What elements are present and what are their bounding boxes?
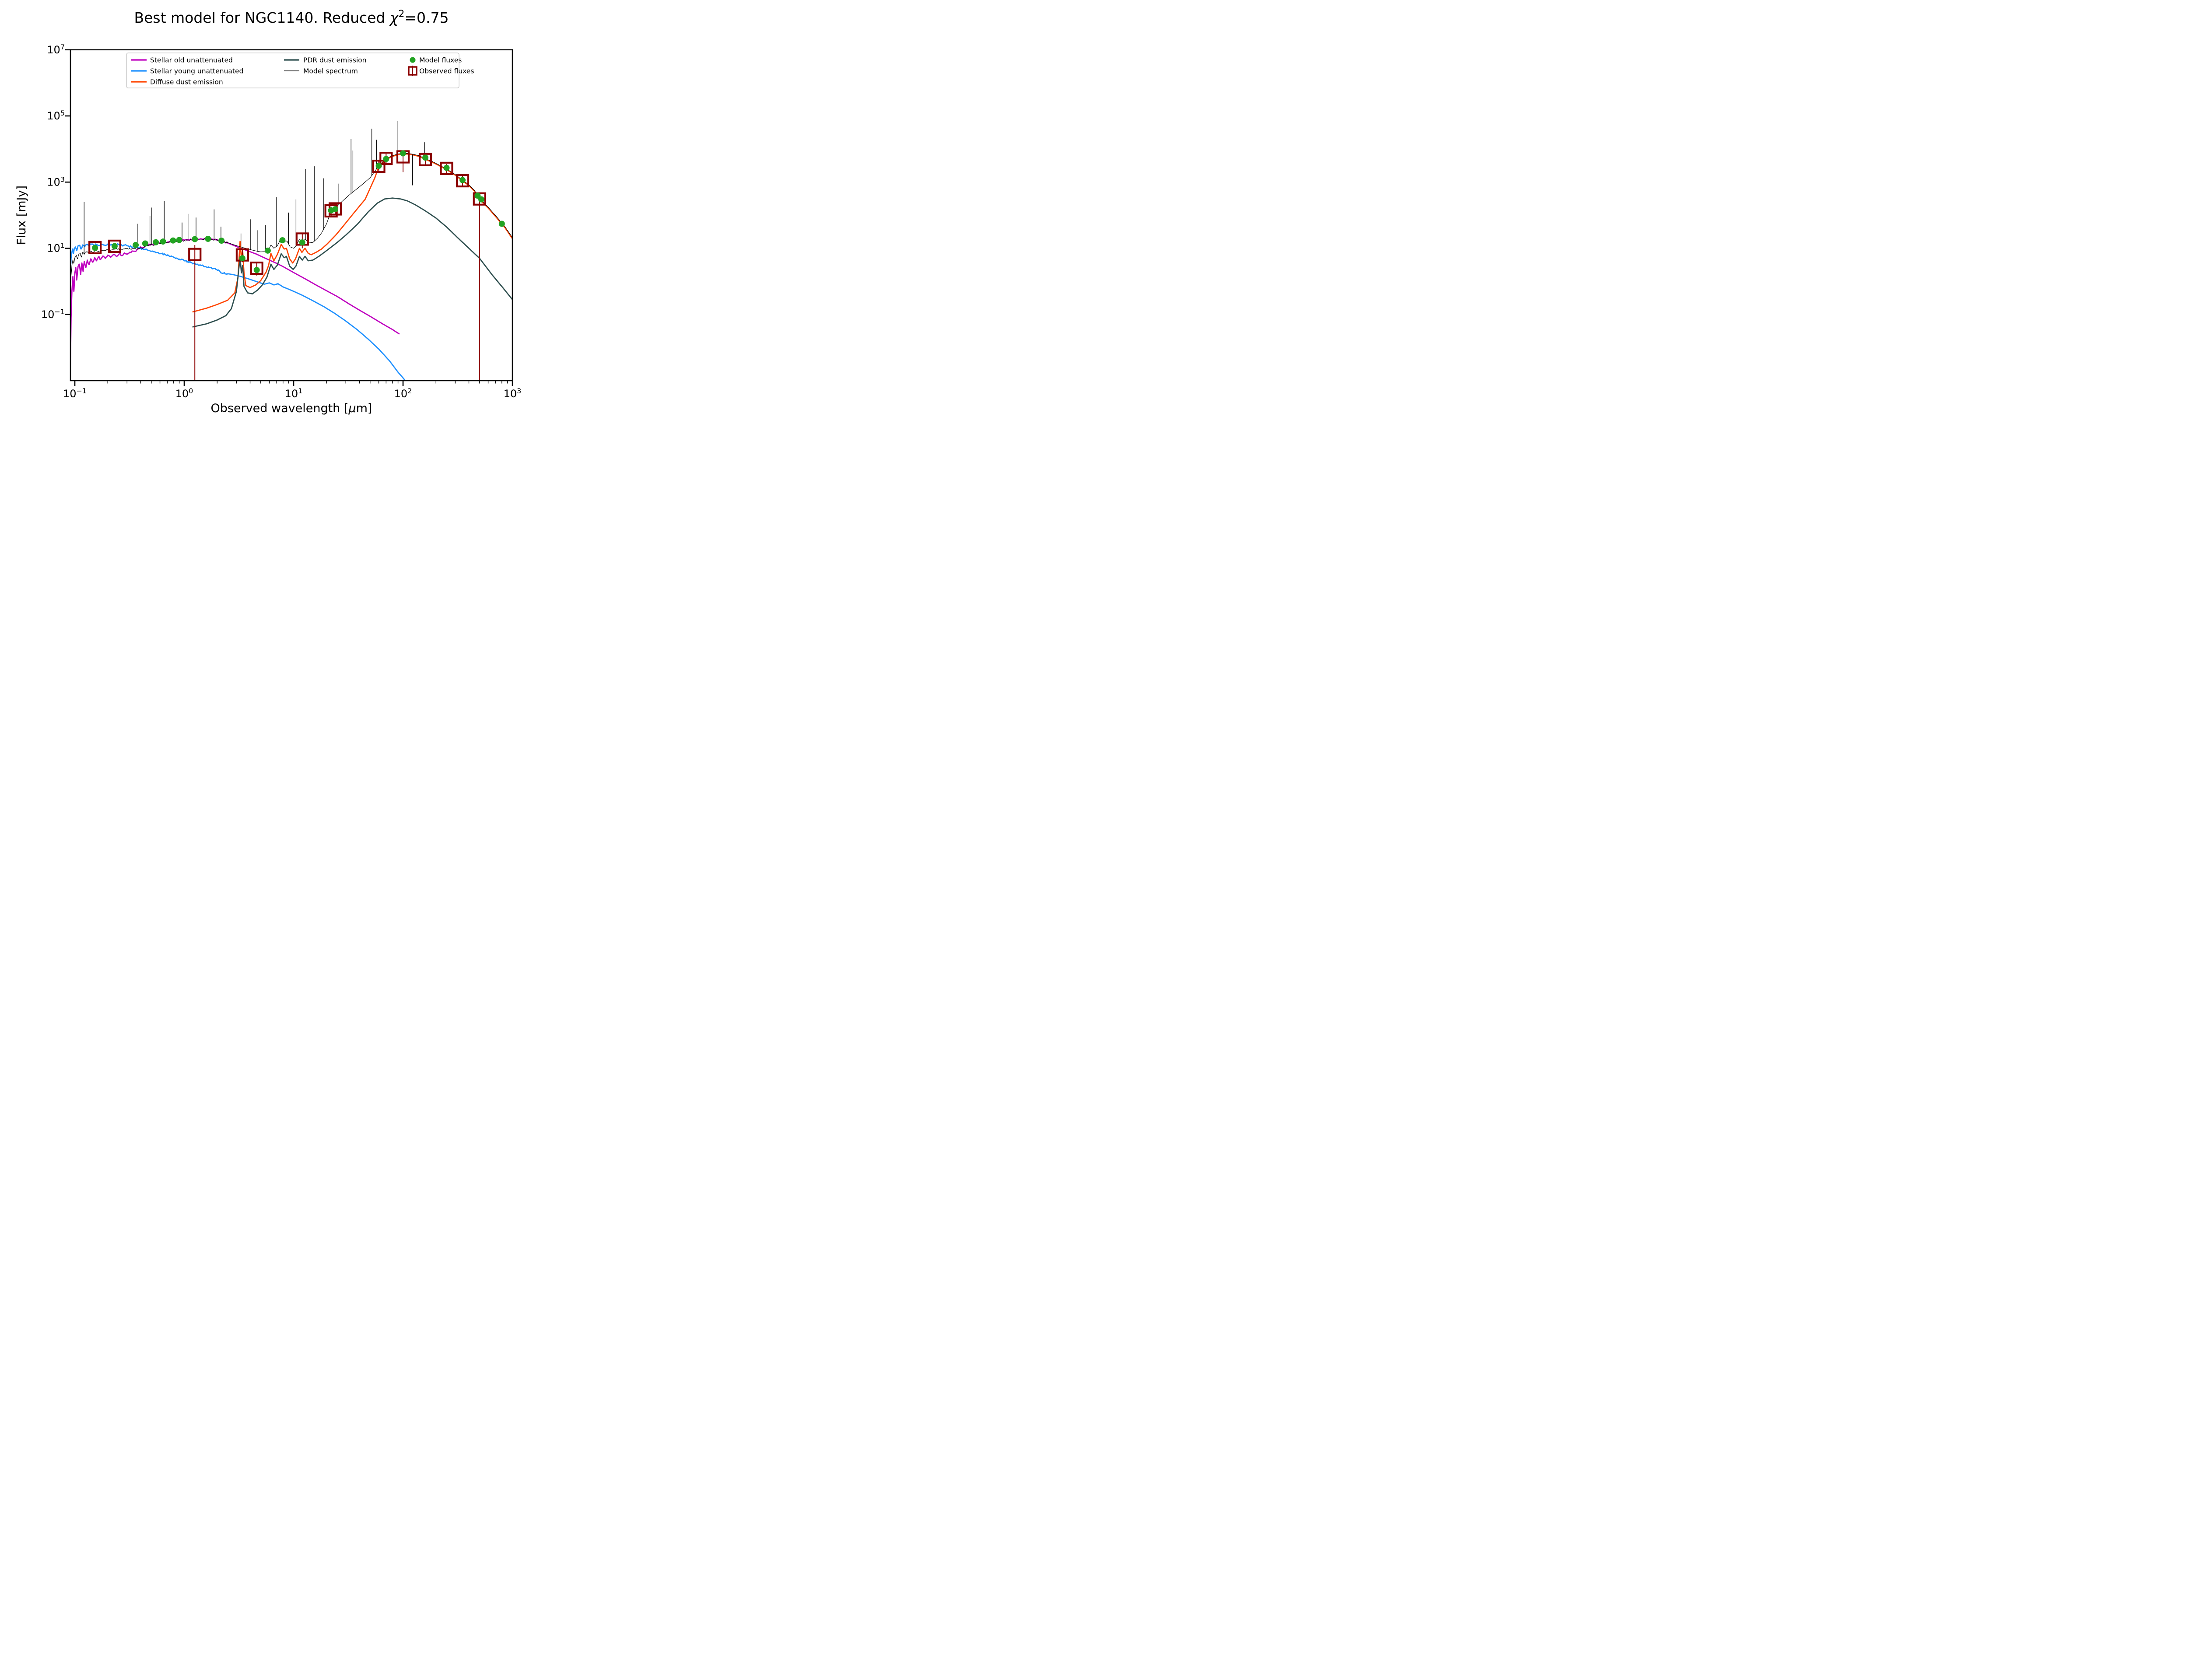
model-flux-dot — [299, 239, 305, 246]
legend-item: Observed fluxes — [408, 66, 474, 76]
model-flux-dot — [205, 235, 211, 242]
model-flux-dot — [443, 164, 450, 171]
model-flux-dot — [176, 237, 182, 243]
legend-item: PDR dust emission — [284, 56, 366, 64]
legend-box — [126, 52, 459, 88]
model-flux-dot — [264, 247, 271, 254]
model-flux-dot — [160, 238, 166, 245]
x-tick-label: 103 — [504, 387, 522, 400]
model-flux-dot — [459, 177, 466, 183]
sed-plot-figure: Best model for NGC1140. Reduced χ2=0.75 … — [0, 0, 560, 420]
legend-item-label: PDR dust emission — [303, 56, 366, 64]
observed-flux-square — [188, 248, 202, 261]
y-tick-label: 10−1 — [41, 308, 65, 321]
observed-flux-square — [440, 161, 453, 175]
model-flux-dot — [332, 206, 339, 213]
x-tick-label: 100 — [175, 387, 193, 400]
model-flux-dot — [279, 237, 286, 244]
y-tick-label: 101 — [47, 242, 65, 255]
legend-item: Diffuse dust emission — [131, 78, 223, 86]
curve-model-spectrum — [70, 153, 512, 295]
model-flux-dot — [239, 255, 245, 262]
y-tick-label: 103 — [47, 175, 65, 188]
y-axis-label: Flux [mJy] — [15, 186, 28, 245]
model-flux-dot — [478, 196, 485, 203]
legend-item: Stellar old unattenuated — [131, 56, 233, 64]
plot-frame — [70, 49, 513, 382]
model-flux-dot — [153, 239, 159, 245]
legend-item-label: Observed fluxes — [419, 67, 474, 75]
observed-flux-square — [88, 241, 102, 254]
model-flux-markers — [92, 150, 505, 273]
model-flux-dot — [170, 237, 176, 244]
plot-title: Best model for NGC1140. Reduced χ2=0.75 — [134, 9, 449, 26]
y-tick-label: 105 — [47, 109, 65, 122]
model-flux-dot — [111, 243, 118, 249]
legend-item-label: Stellar old unattenuated — [150, 56, 233, 64]
model-flux-dot — [92, 245, 98, 251]
x-tick-label: 102 — [394, 387, 412, 400]
emission-line-spikes — [84, 121, 425, 255]
chart-canvas: Best model for NGC1140. Reduced χ2=0.75 … — [15, 9, 522, 415]
x-tick-label: 10−1 — [63, 387, 87, 400]
sed-curves — [70, 153, 512, 381]
legend-item-label: Stellar young unattenuated — [150, 67, 243, 75]
observed-flux-square — [379, 152, 393, 165]
observed-flux-square — [418, 153, 432, 166]
model-flux-dot — [474, 192, 481, 199]
y-tick-labels: 107 105 103 101 10−1 — [41, 43, 65, 321]
x-tick-label: 101 — [285, 387, 303, 400]
model-flux-dot — [133, 242, 139, 248]
model-flux-dot — [400, 150, 407, 157]
model-flux-dot — [383, 156, 389, 162]
observed-flux-square — [456, 174, 470, 188]
legend-item-label: Model fluxes — [419, 56, 462, 64]
model-flux-dot — [192, 236, 198, 242]
observed-flux-markers — [88, 150, 486, 275]
curve-stellar-young — [70, 243, 406, 381]
plot-area: 10−1 100 101 102 103 107 105 103 101 10−1 Stellar … — [41, 43, 522, 400]
legend-item: Model fluxes — [410, 56, 462, 64]
observed-flux-square — [372, 160, 386, 173]
legend-item: Model spectrum — [284, 67, 358, 75]
legend-square-sample — [408, 66, 417, 76]
legend: Stellar old unattenuated Stellar young un… — [126, 52, 474, 88]
observed-flux-square — [108, 239, 122, 253]
model-flux-dot — [218, 238, 225, 244]
legend-item-label: Model spectrum — [303, 67, 358, 75]
curve-stellar-old — [70, 238, 400, 366]
model-flux-dot — [142, 240, 148, 247]
x-axis-label: Observed wavelength [μm] — [211, 402, 372, 415]
observed-flux-square — [250, 261, 263, 275]
y-tick-label: 107 — [47, 43, 65, 56]
legend-item-label: Diffuse dust emission — [150, 78, 223, 86]
legend-dot-sample — [410, 57, 416, 63]
observed-flux-square — [473, 192, 486, 206]
model-flux-dot — [375, 163, 382, 169]
observed-error-bars — [95, 153, 480, 381]
curve-pdr-dust — [192, 197, 512, 328]
model-flux-dot — [253, 267, 260, 273]
x-tick-labels: 10−1 100 101 102 103 — [63, 387, 521, 400]
model-flux-dot — [422, 154, 429, 161]
model-flux-dot — [498, 220, 505, 227]
legend-item: Stellar young unattenuated — [131, 67, 243, 75]
